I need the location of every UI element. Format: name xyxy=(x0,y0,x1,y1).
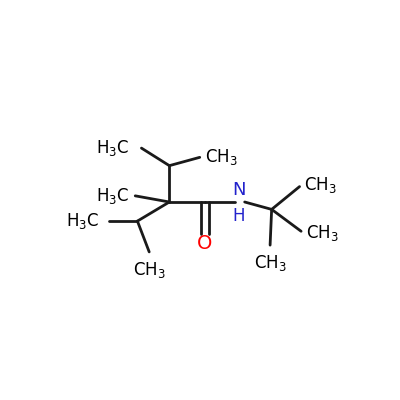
Text: H$_3$C: H$_3$C xyxy=(96,138,129,158)
Text: CH$_3$: CH$_3$ xyxy=(254,253,286,273)
Text: N: N xyxy=(232,181,246,199)
Text: O: O xyxy=(197,234,213,253)
Text: CH$_3$: CH$_3$ xyxy=(133,260,166,280)
Text: H$_3$C: H$_3$C xyxy=(66,211,100,231)
Text: H: H xyxy=(233,207,245,225)
Text: CH$_3$: CH$_3$ xyxy=(304,175,337,195)
Text: CH$_3$: CH$_3$ xyxy=(306,223,338,243)
Text: CH$_3$: CH$_3$ xyxy=(205,147,238,167)
Text: H$_3$C: H$_3$C xyxy=(96,186,129,206)
